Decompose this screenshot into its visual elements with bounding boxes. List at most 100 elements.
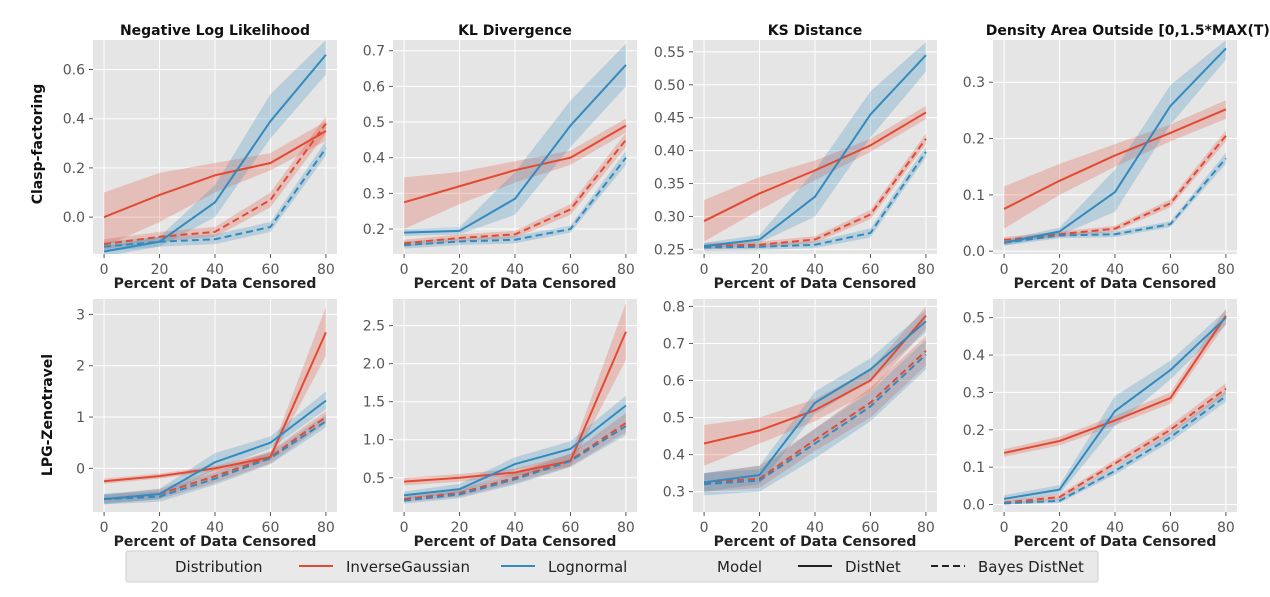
x-tick-label: 80 — [917, 262, 935, 278]
y-tick-label: 0.3 — [963, 385, 985, 401]
panel-title: Density Area Outside [0,1.5*MAX(T)] — [986, 23, 1270, 39]
y-tick-label: 0.5 — [363, 471, 385, 487]
y-tick-label: 0.0 — [963, 498, 985, 514]
x-tick-label: 0 — [1000, 520, 1009, 536]
series-group — [1003, 308, 1227, 505]
x-tick-label: 20 — [751, 262, 769, 278]
x-axis-label: Percent of Data Censored — [714, 276, 917, 292]
y-tick-label: 0.2 — [363, 222, 385, 238]
x-tick-label: 20 — [751, 520, 769, 536]
band-lognormal-distnet — [1004, 310, 1226, 503]
band-inversegaussian-bayes-distnet — [104, 410, 326, 504]
x-tick-label: 60 — [1162, 262, 1180, 278]
line-inversegaussian-distnet — [103, 130, 327, 219]
y-tick-label: 2 — [76, 359, 85, 375]
band-inversegaussian-bayes-distnet — [704, 336, 926, 492]
y-tick-label: 2.0 — [363, 357, 385, 373]
y-tick-label: 0.5 — [663, 411, 685, 427]
band-lognormal-distnet — [704, 41, 926, 250]
y-tick-label: 0.7 — [663, 336, 685, 352]
x-tick-label: 40 — [506, 262, 524, 278]
line-inversegaussian-bayes-distnet — [403, 422, 627, 501]
line-inversegaussian-bayes-distnet — [103, 123, 327, 246]
line-lognormal-distnet — [703, 54, 927, 248]
row-label-lpg-zenotravel: LPG-Zenotravel — [40, 354, 56, 476]
legend-distribution-title: Distribution — [175, 558, 263, 576]
line-inversegaussian-bayes-distnet — [704, 350, 927, 484]
panel-title: KL Divergence — [458, 23, 572, 39]
band-lognormal-distnet — [404, 395, 626, 500]
x-axis-label: Percent of Data Censored — [1014, 276, 1217, 292]
x-tick-label: 20 — [1051, 520, 1069, 536]
y-tick-label: 0 — [76, 461, 85, 477]
band-inversegaussian-distnet — [104, 121, 326, 247]
x-tick-label: 40 — [206, 262, 224, 278]
panel-8: 0 20 40 60 80 0.0 0.1 0.2 0.3 0.4 0.5 Percent of Da… — [963, 299, 1237, 550]
band-inversegaussian-distnet — [404, 118, 626, 230]
series-group — [103, 306, 327, 505]
line-lognormal-bayes-distnet — [404, 157, 627, 247]
y-tick-label: 0.55 — [654, 45, 685, 61]
y-tick-label: 0.4 — [363, 151, 385, 167]
series-group — [103, 40, 327, 254]
series-group — [703, 306, 927, 496]
band-inversegaussian-distnet — [704, 105, 926, 242]
x-tick-label: 20 — [1051, 262, 1069, 278]
x-tick-label: 40 — [506, 520, 524, 536]
y-tick-label: 0.5 — [363, 115, 385, 131]
line-inversegaussian-distnet — [703, 111, 927, 222]
x-tick-label: 0 — [700, 262, 709, 278]
line-lognormal-bayes-distnet — [104, 147, 327, 248]
band-inversegaussian-bayes-distnet — [404, 132, 626, 247]
x-tick-label: 60 — [262, 262, 280, 278]
line-lognormal-bayes-distnet — [704, 151, 927, 249]
band-lognormal-distnet — [1004, 40, 1226, 246]
line-lognormal-bayes-distnet — [1003, 157, 1227, 244]
x-tick-label: 20 — [451, 520, 469, 536]
x-axis-label: Percent of Data Censored — [1014, 534, 1217, 550]
panel-5: 0 20 40 60 80 0 1 2 3 Percent of Data Censored — [76, 299, 337, 550]
x-tick-label: 0 — [700, 520, 709, 536]
y-tick-label: 0.6 — [63, 63, 85, 79]
legend-frame — [125, 550, 1099, 583]
x-tick-label: 60 — [862, 520, 880, 536]
x-tick-label: 40 — [806, 262, 824, 278]
series-group — [403, 43, 627, 249]
y-tick-label: 0.2 — [63, 161, 85, 177]
line-inversegaussian-distnet — [1003, 108, 1227, 210]
line-inversegaussian-bayes-distnet — [1003, 387, 1227, 504]
line-inversegaussian-bayes-distnet — [403, 139, 627, 245]
y-tick-label: 0.4 — [63, 112, 85, 128]
x-tick-label: 20 — [451, 262, 469, 278]
band-lognormal-distnet — [704, 310, 926, 492]
line-inversegaussian-distnet — [404, 331, 627, 483]
x-tick-label: 40 — [1106, 520, 1124, 536]
x-tick-label: 80 — [617, 520, 635, 536]
band-inversegaussian-bayes-distnet — [1004, 130, 1226, 243]
legend-distnet-label: DistNet — [845, 558, 901, 576]
x-axis-label: Percent of Data Censored — [714, 534, 917, 550]
line-inversegaussian-distnet — [703, 315, 927, 445]
y-tick-label: 0.0 — [63, 210, 85, 226]
line-lognormal-distnet — [103, 399, 327, 501]
y-tick-label: 1.5 — [363, 395, 385, 411]
line-lognormal-bayes-distnet — [403, 425, 627, 502]
y-tick-label: 0.45 — [654, 111, 685, 127]
series-group — [403, 302, 627, 504]
x-tick-label: 60 — [1162, 520, 1180, 536]
legend-inversegaussian-label: InverseGaussian — [346, 558, 470, 576]
line-inversegaussian-distnet — [103, 331, 327, 483]
y-tick-label: 1.0 — [363, 433, 385, 449]
line-lognormal-distnet — [404, 64, 627, 234]
x-tick-label: 40 — [206, 520, 224, 536]
x-tick-label: 80 — [1217, 262, 1235, 278]
row-label-clasp-factoring: Clasp-factoring — [30, 84, 46, 205]
x-axis-label: Percent of Data Censored — [414, 534, 617, 550]
x-tick-label: 80 — [1217, 520, 1235, 536]
x-tick-label: 40 — [1106, 262, 1124, 278]
line-lognormal-distnet — [1003, 47, 1227, 244]
panel-title: KS Distance — [768, 23, 862, 39]
x-tick-label: 20 — [151, 520, 169, 536]
